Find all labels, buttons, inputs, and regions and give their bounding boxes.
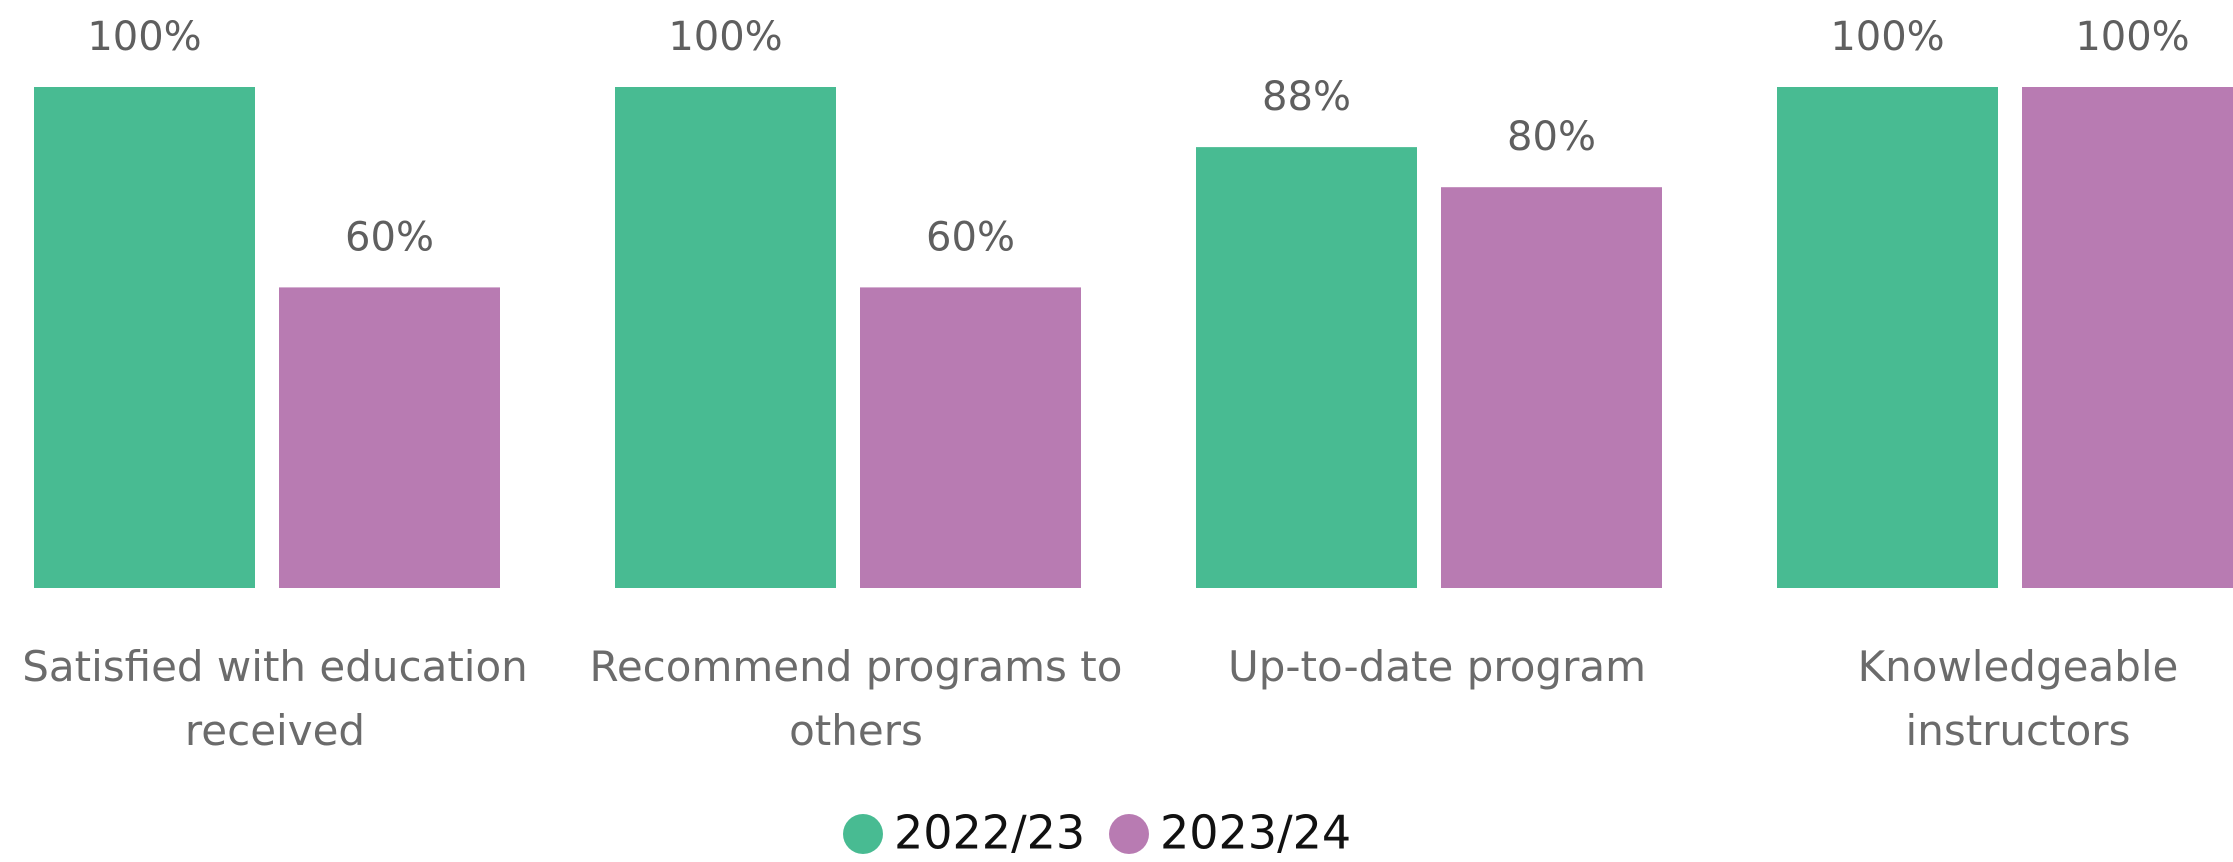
bar — [1441, 187, 1662, 588]
value-label: 100% — [2075, 14, 2189, 60]
value-label: 60% — [345, 214, 434, 260]
value-label: 88% — [1262, 74, 1351, 120]
bar — [279, 287, 500, 588]
bar — [34, 87, 255, 588]
bar — [860, 287, 1081, 588]
value-label: 80% — [1507, 114, 1596, 160]
bar — [615, 87, 836, 588]
legend-marker — [1109, 814, 1149, 854]
category-label: Satisfied with education received — [22, 642, 528, 755]
value-label: 100% — [1830, 14, 1944, 60]
bar — [1196, 147, 1417, 588]
legend-label: 2023/24 — [1160, 806, 1351, 860]
category-label: Recommend programs to others — [590, 642, 1123, 755]
bar — [2022, 87, 2233, 588]
value-label: 100% — [87, 14, 201, 60]
legend-label: 2022/23 — [894, 806, 1085, 860]
category-label: Up-to-date program — [1228, 642, 1646, 691]
category-label: Knowledgeable instructors — [1858, 642, 2179, 755]
bar — [1777, 87, 1998, 588]
legend-marker — [843, 814, 883, 854]
value-label: 60% — [926, 214, 1015, 260]
value-label: 100% — [668, 14, 782, 60]
